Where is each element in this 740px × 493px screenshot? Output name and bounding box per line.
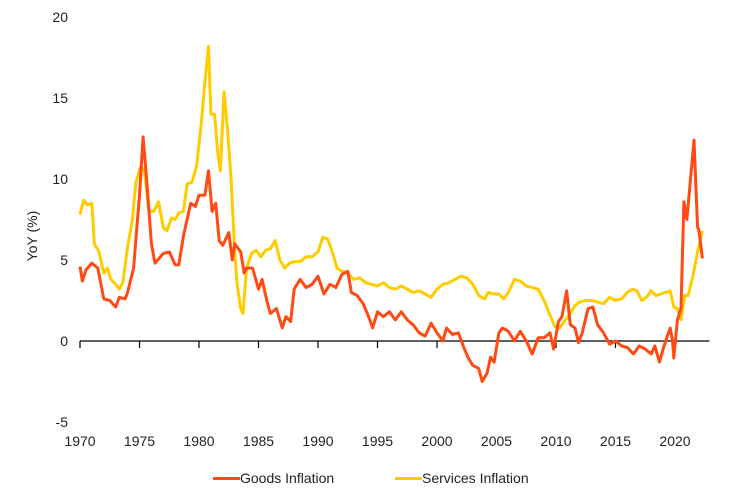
- legend-item-services: Services Inflation: [395, 470, 529, 486]
- x-tick-label: 2010: [540, 433, 571, 449]
- y-tick-label: 20: [52, 9, 68, 25]
- legend-swatch-services: [395, 476, 422, 480]
- legend-swatch-goods: [213, 476, 240, 480]
- y-tick-label: -5: [56, 414, 69, 430]
- x-tick-label: 1975: [124, 433, 155, 449]
- y-axis-label: YoY (%): [24, 211, 40, 262]
- x-tick-label: 1980: [183, 433, 214, 449]
- y-tick-label: 5: [60, 252, 68, 268]
- series-line-goods-inflation: [78, 135, 704, 383]
- series-line-services-inflation: [78, 44, 704, 330]
- x-tick-label: 2005: [481, 433, 512, 449]
- x-tick-label: 1995: [362, 433, 393, 449]
- x-tick-label: 2000: [421, 433, 452, 449]
- series-lines: [78, 44, 704, 383]
- y-tick-label: 15: [52, 90, 68, 106]
- legend-label-services: Services Inflation: [422, 470, 529, 486]
- y-tick-label: 10: [52, 171, 68, 187]
- x-tick-label: 1970: [64, 433, 95, 449]
- y-tick-label: 0: [60, 333, 68, 349]
- y-axis-tick-labels: 20 15 10 5 0 -5: [52, 9, 68, 430]
- x-axis-tick-marks: [79, 341, 676, 348]
- x-tick-label: 1990: [302, 433, 333, 449]
- x-tick-label: 2020: [659, 433, 690, 449]
- legend-item-goods: Goods Inflation: [213, 470, 334, 486]
- x-axis-tick-labels: 1970 1975 1980 1985 1990 1995 2000 2005 2010 2015…: [64, 433, 690, 449]
- legend-label-goods: Goods Inflation: [240, 470, 335, 486]
- x-tick-label: 2015: [600, 433, 631, 449]
- legend: Goods Inflation Services Inflation: [0, 470, 740, 490]
- x-tick-label: 1985: [243, 433, 274, 449]
